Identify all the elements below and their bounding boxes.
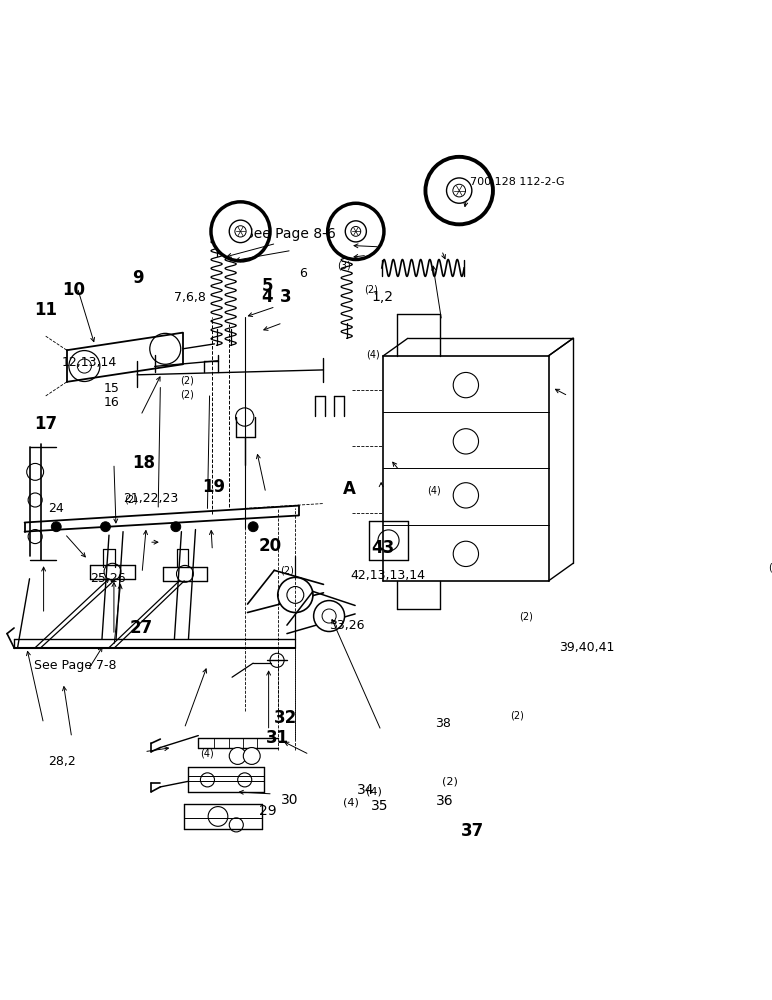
Text: 7,6,8: 7,6,8 bbox=[174, 291, 206, 304]
Circle shape bbox=[211, 202, 270, 261]
Text: 39,40,41: 39,40,41 bbox=[559, 641, 615, 654]
Text: 34: 34 bbox=[357, 783, 374, 797]
Text: (2): (2) bbox=[280, 565, 294, 575]
Text: 24: 24 bbox=[48, 502, 63, 515]
Text: 17: 17 bbox=[34, 415, 57, 433]
Text: 29: 29 bbox=[259, 804, 276, 818]
Text: 12,13,14: 12,13,14 bbox=[62, 356, 117, 369]
Text: 37: 37 bbox=[462, 822, 485, 840]
Text: (4): (4) bbox=[344, 797, 359, 807]
Text: 9: 9 bbox=[132, 269, 144, 287]
Text: 42,13,13,14: 42,13,13,14 bbox=[350, 569, 425, 582]
Text: 19: 19 bbox=[202, 478, 225, 496]
Circle shape bbox=[51, 522, 61, 532]
Text: 31: 31 bbox=[266, 729, 289, 747]
Text: 10: 10 bbox=[62, 281, 85, 299]
Text: 11: 11 bbox=[34, 301, 57, 319]
Circle shape bbox=[345, 221, 367, 242]
Text: 35: 35 bbox=[371, 799, 389, 813]
Text: 18: 18 bbox=[132, 454, 155, 472]
Text: 36: 36 bbox=[436, 794, 454, 808]
Text: (2): (2) bbox=[124, 495, 137, 505]
Circle shape bbox=[425, 157, 493, 224]
Circle shape bbox=[171, 522, 181, 532]
Text: See Page 8-6: See Page 8-6 bbox=[245, 227, 336, 241]
Circle shape bbox=[243, 748, 260, 764]
Text: 28,2: 28,2 bbox=[48, 755, 76, 768]
Text: (4): (4) bbox=[427, 485, 441, 495]
Text: 21,22,23: 21,22,23 bbox=[123, 492, 178, 505]
Text: 6: 6 bbox=[299, 267, 306, 280]
Text: 3: 3 bbox=[280, 288, 292, 306]
Text: 1,2: 1,2 bbox=[371, 290, 393, 304]
Text: 20: 20 bbox=[259, 537, 282, 555]
Text: 27: 27 bbox=[130, 619, 154, 637]
Text: (3): (3) bbox=[337, 260, 350, 270]
Text: (2): (2) bbox=[510, 710, 524, 720]
Circle shape bbox=[278, 577, 313, 613]
Circle shape bbox=[313, 601, 344, 631]
Text: (2): (2) bbox=[442, 776, 458, 786]
Text: (4): (4) bbox=[768, 563, 772, 573]
Text: 700 128 112-2-G: 700 128 112-2-G bbox=[469, 177, 564, 187]
Text: (2): (2) bbox=[180, 375, 194, 385]
Circle shape bbox=[446, 178, 472, 203]
Text: (4): (4) bbox=[200, 748, 214, 758]
Text: See Page 7-8: See Page 7-8 bbox=[34, 659, 117, 672]
Text: 4: 4 bbox=[262, 288, 273, 306]
Circle shape bbox=[100, 522, 110, 532]
Text: (4): (4) bbox=[366, 349, 379, 359]
Circle shape bbox=[249, 522, 258, 532]
Text: (2): (2) bbox=[180, 390, 194, 400]
Text: (4): (4) bbox=[366, 787, 381, 797]
Text: 15: 15 bbox=[104, 382, 120, 395]
Circle shape bbox=[229, 748, 246, 764]
Text: 33,26: 33,26 bbox=[329, 619, 364, 632]
Text: 16: 16 bbox=[104, 396, 120, 409]
Text: 43: 43 bbox=[371, 539, 394, 557]
Text: 25,26: 25,26 bbox=[90, 572, 126, 585]
Text: 38: 38 bbox=[435, 717, 450, 730]
Text: 32: 32 bbox=[274, 709, 297, 727]
Circle shape bbox=[327, 203, 384, 260]
Text: (2): (2) bbox=[519, 612, 533, 622]
Text: A: A bbox=[344, 480, 356, 498]
Text: 30: 30 bbox=[281, 793, 299, 807]
Text: 5: 5 bbox=[262, 277, 273, 295]
Circle shape bbox=[229, 220, 252, 243]
Text: (2): (2) bbox=[364, 284, 378, 294]
